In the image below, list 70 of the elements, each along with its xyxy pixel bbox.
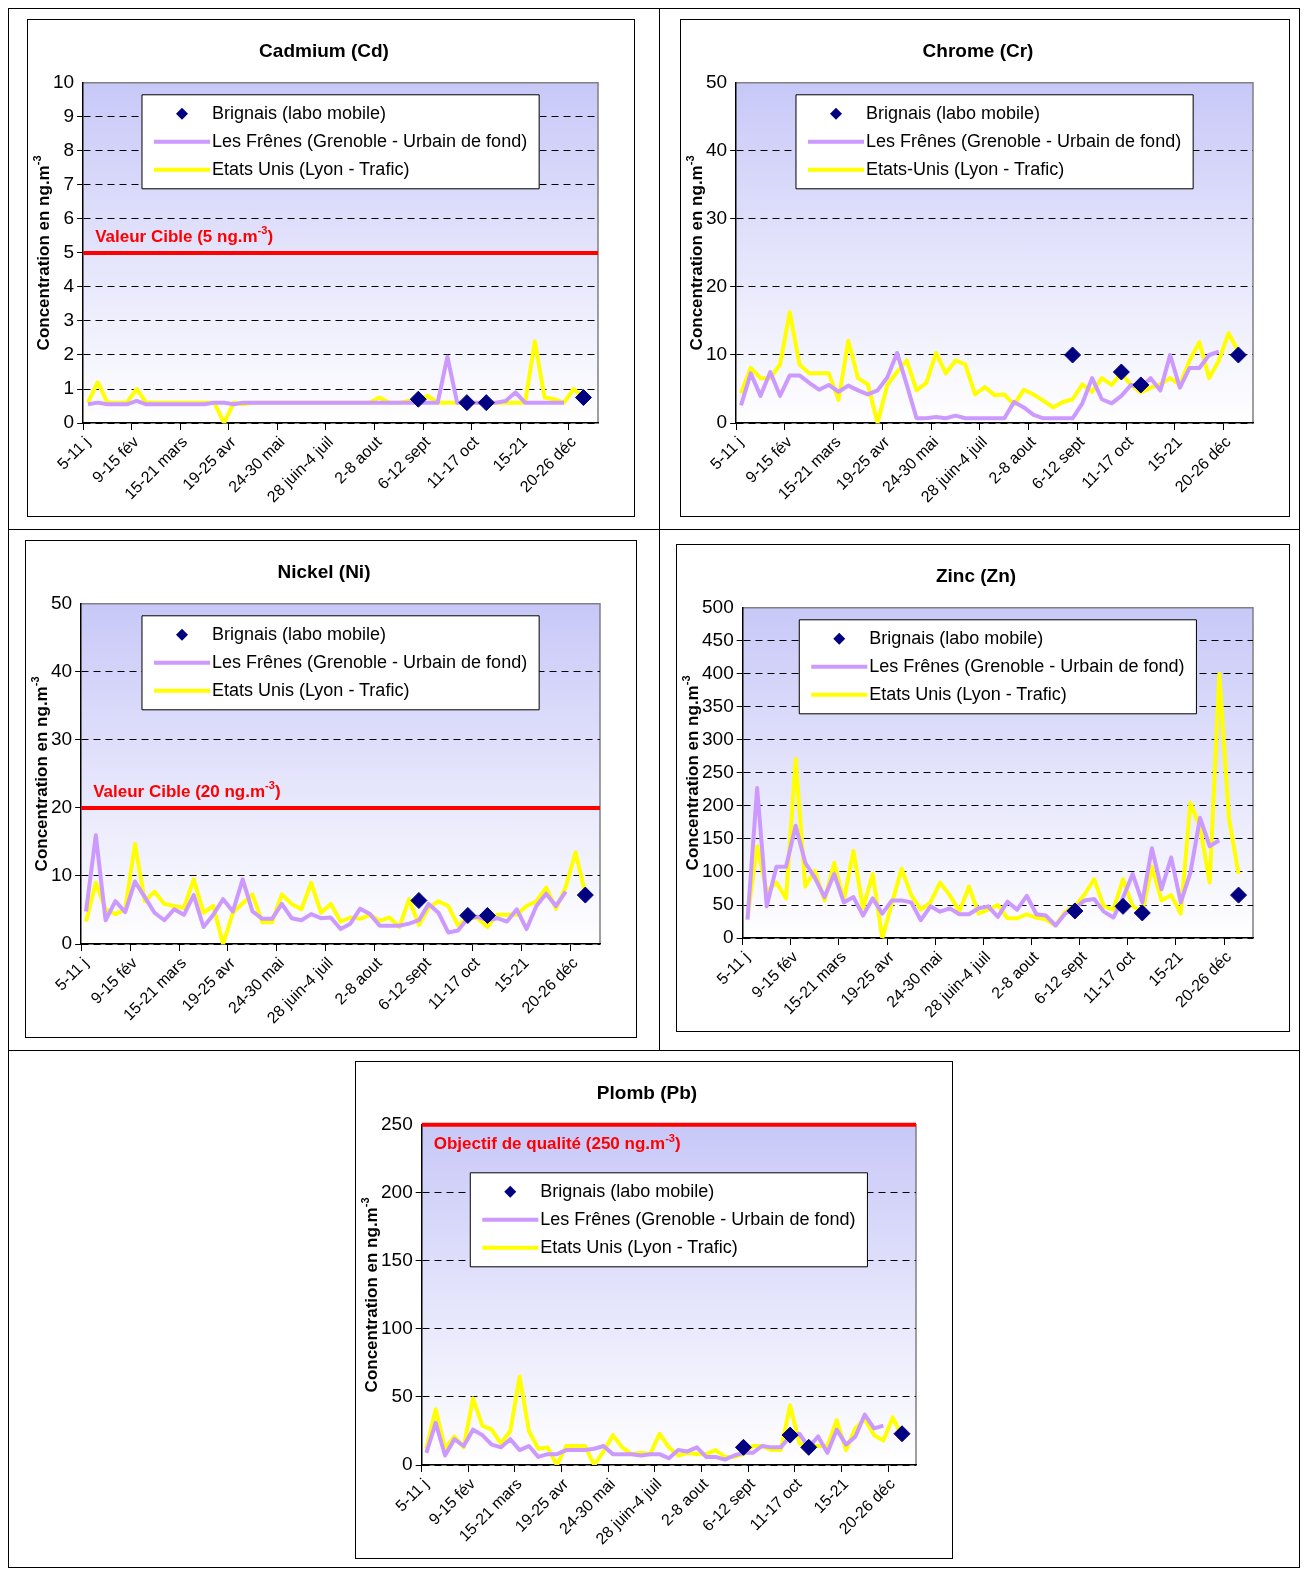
y-tick-label: 3 — [63, 309, 75, 331]
x-tick-label: 5-11 j — [706, 433, 746, 473]
legend-label: Etats Unis (Lyon - Trafic) — [540, 1236, 738, 1257]
chart-title: Nickel (Ni) — [277, 560, 371, 582]
x-tick-label: 5-11 j — [53, 433, 94, 473]
y-axis-title: Concentration en ng.m-3 — [683, 155, 706, 351]
y-tick-label: 40 — [705, 139, 727, 161]
x-tick-label: 5-11 j — [51, 954, 92, 994]
y-tick-label: 200 — [381, 1181, 413, 1203]
y-tick-label: 7 — [63, 173, 75, 195]
y-tick-label: 250 — [701, 761, 734, 783]
y-tick-label: 0 — [716, 411, 727, 433]
y-tick-label: 150 — [701, 827, 734, 849]
legend-label: Etats-Unis (Lyon - Trafic) — [865, 158, 1064, 179]
y-tick-label: 0 — [63, 411, 75, 433]
chart-title: Chrome (Cr) — [922, 39, 1033, 61]
y-tick-label: 50 — [712, 893, 734, 915]
y-tick-label: 250 — [381, 1113, 413, 1135]
legend-label: Les Frênes (Grenoble - Urbain de fond) — [540, 1208, 856, 1229]
y-tick-label: 20 — [50, 796, 73, 818]
y-tick-label: 8 — [63, 139, 75, 161]
legend-label: Etats Unis (Lyon - Trafic) — [211, 158, 410, 179]
y-axis-title: Concentration en ng.m-3 — [359, 1197, 381, 1393]
legend-label: Etats Unis (Lyon - Trafic) — [211, 679, 410, 700]
x-tick-label: 5-11 j — [392, 1475, 432, 1515]
y-axis-title: Concentration en ng.m-3 — [679, 675, 702, 871]
y-tick-label: 100 — [381, 1317, 413, 1339]
chart-title: Plomb (Pb) — [596, 1081, 698, 1103]
y-tick-label: 300 — [701, 728, 734, 750]
y-tick-label: 10 — [50, 864, 73, 886]
y-tick-label: 0 — [61, 932, 73, 954]
y-tick-label: 50 — [50, 592, 73, 614]
chart-title: Cadmium (Cd) — [259, 39, 389, 61]
y-tick-label: 500 — [701, 596, 734, 618]
y-tick-label: 9 — [63, 105, 75, 127]
y-axis-title: Concentration en ng.m-3 — [31, 155, 53, 351]
y-tick-label: 50 — [705, 71, 727, 93]
y-tick-label: 200 — [701, 794, 734, 816]
y-tick-label: 10 — [705, 343, 727, 365]
y-tick-label: 2 — [63, 343, 75, 365]
legend-label: Les Frênes (Grenoble - Urbain de fond) — [865, 130, 1181, 151]
legend-label: Etats Unis (Lyon - Trafic) — [868, 683, 1067, 704]
legend-label: Les Frênes (Grenoble - Urbain de fond) — [868, 655, 1184, 676]
legend-label: Les Frênes (Grenoble - Urbain de fond) — [211, 651, 528, 672]
y-tick-label: 20 — [705, 275, 727, 297]
y-tick-label: 350 — [701, 695, 734, 717]
y-axis-title: Concentration en ng.m-3 — [29, 676, 51, 872]
legend-label: Brignais (labo mobile) — [540, 1180, 715, 1201]
y-tick-label: 1 — [63, 377, 75, 399]
x-tick-label: 5-11 j — [712, 948, 753, 988]
y-tick-label: 0 — [722, 926, 734, 948]
y-tick-label: 50 — [391, 1385, 413, 1407]
y-tick-label: 100 — [701, 860, 734, 882]
y-tick-label: 0 — [402, 1453, 413, 1475]
y-tick-label: 4 — [63, 275, 75, 297]
chart-title: Zinc (Zn) — [935, 564, 1016, 586]
legend-label: Brignais (labo mobile) — [868, 627, 1043, 648]
legend-label: Brignais (labo mobile) — [211, 623, 387, 644]
y-tick-label: 6 — [63, 207, 75, 229]
legend-label: Les Frênes (Grenoble - Urbain de fond) — [211, 130, 528, 151]
y-tick-label: 40 — [50, 660, 73, 682]
y-tick-label: 30 — [705, 207, 727, 229]
y-tick-label: 30 — [50, 728, 73, 750]
y-tick-label: 5 — [63, 241, 75, 263]
legend-label: Brignais (labo mobile) — [211, 102, 387, 123]
legend-label: Brignais (labo mobile) — [865, 102, 1040, 123]
y-tick-label: 10 — [52, 71, 75, 93]
y-tick-label: 400 — [701, 662, 734, 684]
y-tick-label: 150 — [381, 1249, 413, 1271]
y-tick-label: 450 — [701, 629, 734, 651]
